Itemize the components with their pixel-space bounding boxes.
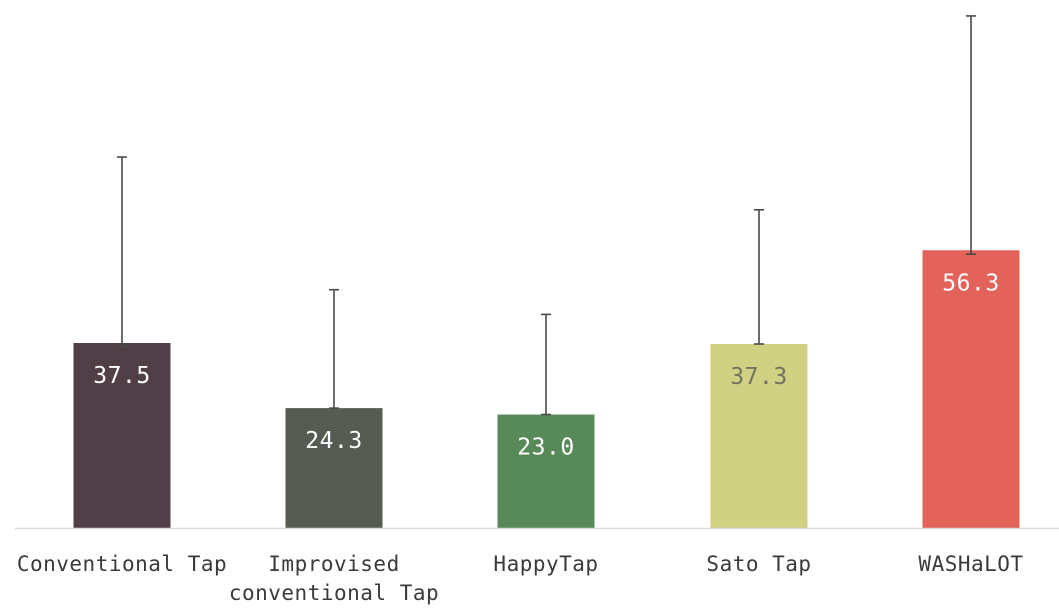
bar bbox=[497, 414, 595, 528]
x-tick-label-line: conventional Tap bbox=[229, 581, 439, 605]
x-tick-label: HappyTap bbox=[493, 552, 598, 576]
x-tick-label-line: HappyTap bbox=[493, 552, 598, 576]
error-bars-layer bbox=[117, 15, 976, 416]
data-label: 37.5 bbox=[93, 363, 150, 389]
x-tick-label: WASHaLOT bbox=[918, 552, 1023, 576]
error-bar bbox=[966, 15, 976, 255]
data-label: 23.0 bbox=[517, 435, 574, 461]
bar bbox=[710, 343, 808, 528]
data-label: 24.3 bbox=[305, 428, 362, 454]
x-tick-label: Improvised conventional Tap bbox=[229, 552, 439, 605]
x-tick-label: Conventional Tap bbox=[17, 552, 227, 576]
bar bbox=[922, 250, 1020, 528]
x-tick-label-line: WASHaLOT bbox=[918, 552, 1023, 576]
data-label: 37.3 bbox=[730, 364, 787, 390]
data-label: 56.3 bbox=[942, 270, 999, 296]
error-bar bbox=[329, 288, 339, 409]
error-bar bbox=[117, 156, 127, 348]
x-tick-label-line: Conventional Tap bbox=[17, 552, 227, 576]
bar bbox=[73, 343, 171, 528]
bar bbox=[285, 408, 383, 528]
bars-layer bbox=[73, 250, 1020, 528]
error-bar bbox=[754, 209, 764, 345]
x-tick-label: Sato Tap bbox=[706, 552, 811, 576]
error-bar bbox=[541, 313, 551, 416]
x-tick-labels-layer: Conventional Tap Improvised conventional T… bbox=[17, 552, 1023, 605]
x-tick-label-line: Improvised bbox=[268, 552, 399, 576]
x-tick-label-line: Sato Tap bbox=[706, 552, 811, 576]
data-labels-layer: 37.5 24.3 23.0 37.3 56.3 bbox=[93, 270, 999, 460]
